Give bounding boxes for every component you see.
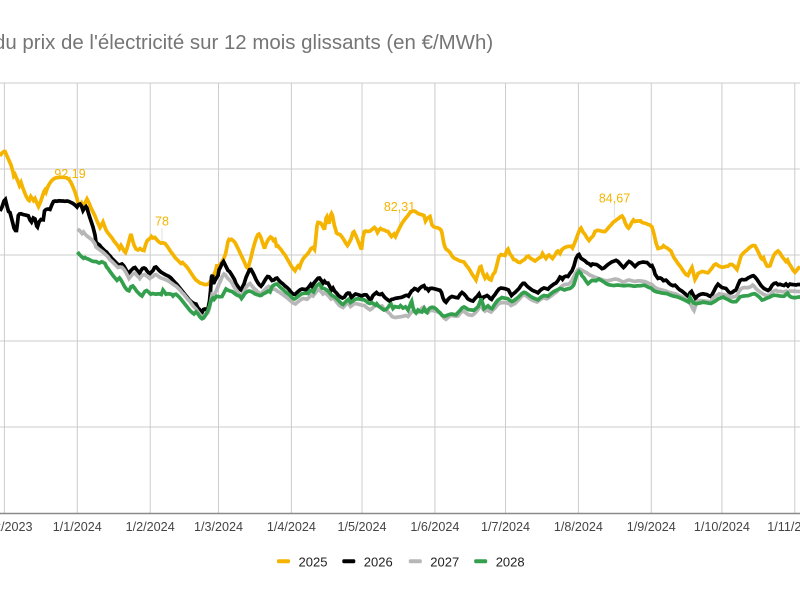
svg-text:1/9/2024: 1/9/2024 [627,520,676,534]
svg-text:1/3/2024: 1/3/2024 [194,520,243,534]
svg-text:1/11/2024: 1/11/2024 [767,520,800,534]
svg-text:78: 78 [155,215,169,229]
svg-text:1/8/2024: 1/8/2024 [554,520,603,534]
svg-text:1/2/2024: 1/2/2024 [126,520,175,534]
svg-text:2025: 2025 [299,555,328,570]
svg-text:82,31: 82,31 [384,200,415,214]
svg-text:1/4/2024: 1/4/2024 [267,520,316,534]
svg-text:92,19: 92,19 [54,167,85,181]
svg-text:1/6/2024: 1/6/2024 [410,520,459,534]
svg-text:1/12/2023: 1/12/2023 [0,520,33,534]
svg-text:1/10/2024: 1/10/2024 [694,520,750,534]
svg-text:1/5/2024: 1/5/2024 [337,520,386,534]
svg-text:du prix de l'électricité sur 1: du prix de l'électricité sur 12 mois gli… [0,31,493,54]
svg-text:84,67: 84,67 [599,192,630,206]
svg-text:2028: 2028 [496,555,525,570]
svg-text:2026: 2026 [364,555,393,570]
svg-text:1/1/2024: 1/1/2024 [53,520,102,534]
svg-text:2027: 2027 [430,555,459,570]
svg-text:1/7/2024: 1/7/2024 [481,520,530,534]
